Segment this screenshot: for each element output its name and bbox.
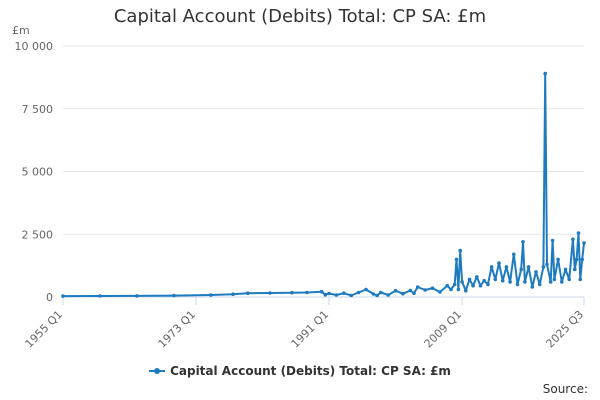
data-point	[541, 265, 546, 269]
x-tick-label: 1973 Q1	[156, 308, 199, 351]
data-point	[364, 287, 368, 292]
chart-title: Capital Account (Debits) Total: CP SA: £…	[113, 6, 487, 27]
data-point	[61, 294, 65, 298]
data-point	[504, 265, 509, 269]
data-point	[576, 231, 581, 235]
data-point	[548, 280, 553, 284]
data-point	[530, 285, 535, 289]
data-point	[523, 280, 527, 284]
data-point	[342, 291, 346, 296]
data-point	[334, 293, 339, 297]
data-point	[515, 282, 520, 287]
data-point	[98, 294, 102, 298]
data-point	[393, 288, 398, 293]
data-point	[578, 277, 583, 282]
data-point	[460, 280, 464, 284]
data-point	[508, 280, 512, 284]
data-point	[537, 282, 542, 287]
y-axis-unit-label: £m	[12, 24, 30, 37]
data-point	[471, 283, 475, 288]
data-point	[482, 278, 487, 283]
data-point	[458, 248, 463, 253]
data-point	[489, 265, 494, 269]
data-point	[172, 293, 176, 298]
legend-swatch-icon	[149, 368, 166, 374]
data-point	[521, 240, 525, 244]
data-point	[526, 265, 531, 269]
y-tick-label: 5 000	[22, 166, 54, 179]
y-tick-label: 7 500	[22, 103, 54, 116]
data-point	[268, 291, 272, 295]
x-tick-label: 2025 Q3	[544, 308, 587, 351]
data-point	[371, 292, 376, 296]
data-point	[415, 285, 420, 289]
data-point	[305, 290, 309, 295]
data-point	[534, 270, 538, 274]
data-point	[563, 267, 568, 272]
data-point	[246, 291, 250, 296]
data-point	[438, 290, 442, 294]
series-line	[62, 72, 585, 298]
data-point	[401, 291, 405, 296]
x-tick-label: 2009 Q1	[422, 308, 465, 351]
legend-series-label: Capital Account (Debits) Total: CP SA: £…	[170, 364, 451, 378]
data-point	[449, 287, 453, 292]
data-point	[349, 293, 354, 298]
data-point	[135, 294, 139, 298]
data-point	[290, 290, 294, 295]
data-point	[430, 286, 435, 291]
data-point	[412, 291, 416, 296]
x-tick-label: 1991 Q1	[289, 308, 332, 351]
data-point	[386, 293, 391, 297]
data-point	[475, 275, 479, 279]
data-point	[319, 289, 324, 294]
data-point	[356, 290, 361, 295]
data-point	[556, 257, 560, 262]
data-point	[486, 282, 490, 287]
data-point	[500, 278, 505, 283]
data-point	[567, 277, 571, 282]
chart-legend[interactable]: Capital Account (Debits) Total: CP SA: £…	[0, 364, 600, 378]
data-point	[423, 288, 427, 292]
data-point	[552, 277, 557, 282]
data-point	[445, 283, 450, 288]
y-tick-label: 10 000	[15, 40, 54, 53]
data-point	[456, 287, 461, 292]
data-point	[550, 238, 555, 243]
x-tick-label: 1955 Q1	[23, 308, 66, 351]
source-label: Source:	[542, 382, 588, 396]
data-point	[454, 257, 459, 262]
data-point	[327, 291, 331, 296]
data-point	[323, 292, 328, 297]
data-point	[512, 252, 516, 257]
data-point	[231, 292, 235, 297]
data-point	[497, 261, 501, 265]
data-point	[571, 237, 575, 242]
data-point	[464, 288, 468, 293]
data-point	[582, 241, 586, 245]
data-point	[408, 288, 413, 293]
data-point	[574, 257, 579, 262]
data-point	[209, 293, 213, 297]
data-point	[493, 277, 498, 282]
y-tick-label: 0	[46, 291, 53, 304]
data-point	[543, 71, 547, 76]
data-point	[478, 283, 483, 288]
data-point	[519, 267, 523, 272]
data-point	[379, 290, 383, 295]
y-tick-label: 2 500	[22, 228, 54, 241]
data-point	[467, 277, 472, 282]
data-point	[560, 280, 564, 284]
data-point	[375, 293, 379, 298]
data-point	[580, 257, 584, 262]
data-point	[452, 282, 457, 287]
data-point	[573, 267, 577, 272]
data-point	[545, 262, 549, 267]
